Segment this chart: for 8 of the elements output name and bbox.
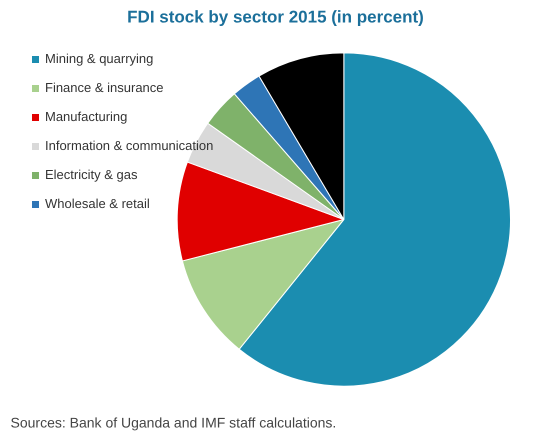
- legend-label: Mining & quarrying: [45, 51, 154, 66]
- source-note: Sources: Bank of Uganda and IMF staff calculations.: [10, 414, 336, 430]
- legend-label: Information & communication: [45, 138, 214, 153]
- legend-label: Finance & insurance: [45, 80, 165, 95]
- legend-label: Manufacturing: [45, 109, 128, 124]
- chart-title: FDI stock by sector 2015 (in percent): [127, 8, 424, 26]
- legend-label: Wholesale & retail: [45, 196, 151, 211]
- legend-label: Electricity & gas: [45, 167, 138, 182]
